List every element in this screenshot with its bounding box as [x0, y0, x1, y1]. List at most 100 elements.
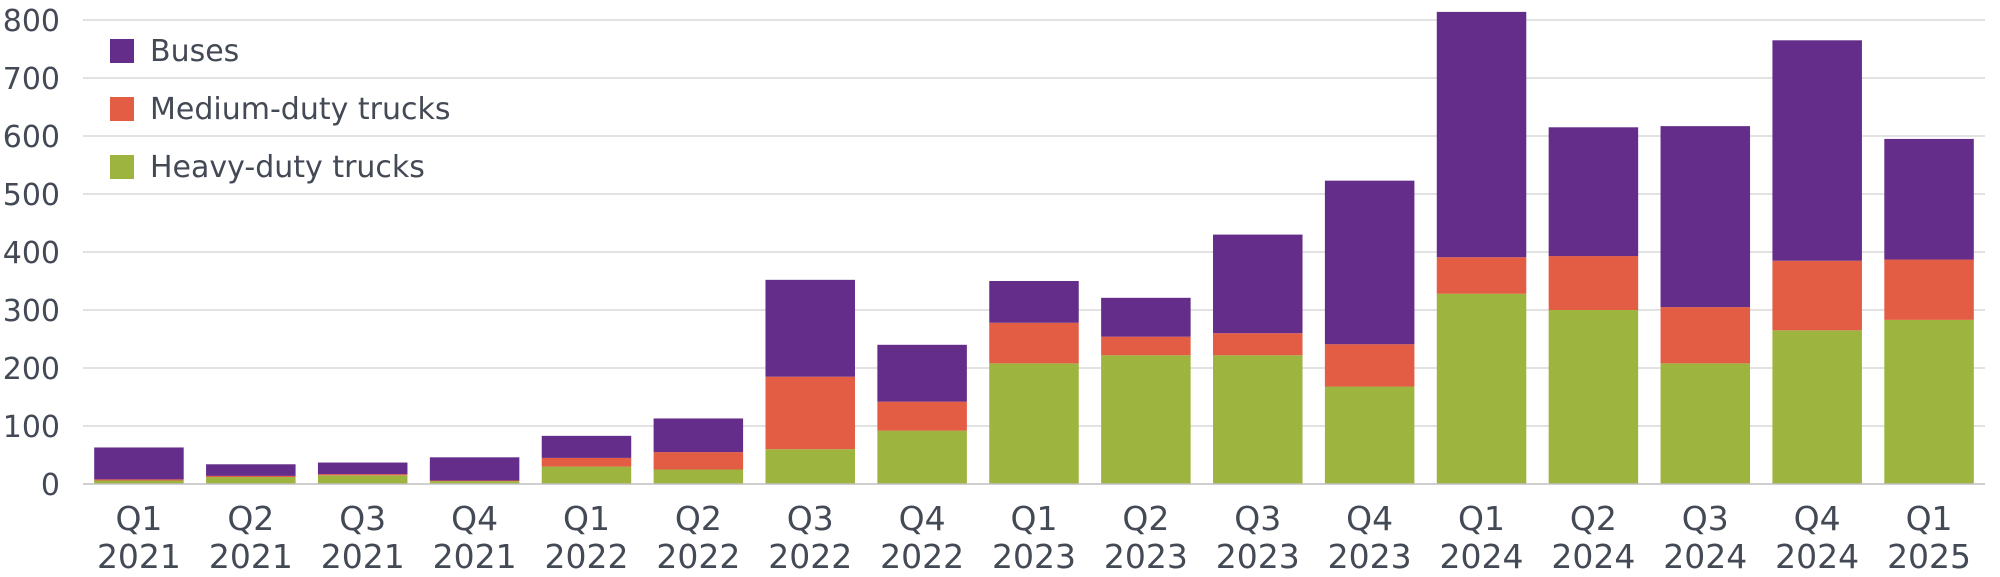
y-tick-label: 200 [3, 352, 60, 387]
bar-buses-6 [765, 279, 855, 377]
bar-heavy-duty-trucks-4 [541, 466, 632, 484]
legend-swatch-heavy-duty-trucks [110, 155, 134, 179]
x-tick-quarter: Q2 [675, 499, 722, 538]
bar-buses-9 [1101, 297, 1191, 337]
bar-buses-14 [1660, 126, 1751, 308]
x-tick-quarter: Q4 [1346, 499, 1393, 538]
legend-swatch-buses [110, 39, 134, 63]
x-tick-quarter: Q1 [115, 499, 162, 538]
bar-buses-4 [541, 435, 632, 458]
x-tick-year: 2025 [1887, 537, 1971, 576]
bar-heavy-duty-trucks-1 [206, 477, 296, 484]
y-tick-label: 700 [3, 62, 60, 97]
bar-medium-duty-trucks-0 [94, 479, 184, 481]
x-tick-year: 2023 [1104, 537, 1188, 576]
bar-buses-5 [653, 418, 744, 453]
bar-heavy-duty-trucks-8 [989, 363, 1079, 484]
x-tick-quarter: Q4 [1794, 499, 1841, 538]
y-axis-tick-labels: 0 100 200 300 400 500 600 700 800 [3, 4, 60, 503]
bar-medium-duty-trucks-12 [1436, 257, 1527, 294]
x-axis-tick-labels: Q12021Q22021Q32021Q42021Q12022Q22022Q320… [97, 499, 1971, 576]
bar-medium-duty-trucks-5 [653, 452, 744, 470]
bar-buses-16 [1884, 138, 1974, 260]
bars [94, 11, 1974, 484]
legend-label: Heavy-duty trucks [150, 150, 425, 185]
x-tick-year: 2021 [97, 537, 181, 576]
bar-heavy-duty-trucks-7 [877, 430, 967, 484]
bar-heavy-duty-trucks-11 [1324, 386, 1415, 484]
y-tick-label: 800 [3, 4, 60, 39]
y-tick-label: 400 [3, 236, 60, 271]
x-tick-quarter: Q4 [899, 499, 946, 538]
bar-medium-duty-trucks-13 [1548, 256, 1639, 310]
bar-buses-11 [1324, 180, 1415, 345]
bar-heavy-duty-trucks-12 [1436, 293, 1527, 484]
bar-medium-duty-trucks-7 [877, 401, 967, 431]
x-tick-quarter: Q4 [451, 499, 498, 538]
bar-heavy-duty-trucks-0 [94, 480, 184, 484]
bar-heavy-duty-trucks-15 [1772, 330, 1862, 484]
bar-heavy-duty-trucks-2 [317, 475, 408, 484]
bar-buses-7 [877, 344, 967, 402]
bar-medium-duty-trucks-16 [1884, 259, 1974, 320]
bar-medium-duty-trucks-14 [1660, 307, 1751, 364]
x-tick-year: 2023 [992, 537, 1076, 576]
bar-buses-8 [989, 281, 1079, 323]
x-tick-year: 2023 [1216, 537, 1300, 576]
x-tick-year: 2024 [1440, 537, 1524, 576]
bar-heavy-duty-trucks-16 [1884, 319, 1974, 484]
bar-medium-duty-trucks-3 [429, 480, 520, 482]
x-tick-quarter: Q1 [563, 499, 610, 538]
y-tick-label: 300 [3, 294, 60, 329]
bar-heavy-duty-trucks-13 [1548, 310, 1639, 484]
legend-label: Buses [150, 34, 239, 69]
bar-heavy-duty-trucks-9 [1101, 355, 1191, 484]
bar-medium-duty-trucks-2 [317, 474, 408, 476]
x-tick-year: 2022 [768, 537, 852, 576]
bar-buses-10 [1213, 234, 1303, 334]
x-tick-quarter: Q1 [1458, 499, 1505, 538]
bar-medium-duty-trucks-11 [1324, 344, 1415, 387]
x-tick-year: 2024 [1663, 537, 1747, 576]
y-tick-label: 500 [3, 178, 60, 213]
bar-heavy-duty-trucks-6 [765, 449, 855, 484]
y-tick-label: 600 [3, 120, 60, 155]
y-tick-label: 100 [3, 410, 60, 445]
bar-medium-duty-trucks-9 [1101, 336, 1191, 356]
x-tick-year: 2024 [1551, 537, 1635, 576]
x-tick-year: 2021 [209, 537, 293, 576]
x-tick-quarter: Q2 [1122, 499, 1169, 538]
bar-medium-duty-trucks-15 [1772, 260, 1862, 331]
x-tick-quarter: Q3 [339, 499, 386, 538]
legend-swatch-medium-duty-trucks [110, 97, 134, 121]
x-tick-quarter: Q3 [787, 499, 834, 538]
bar-heavy-duty-trucks-3 [429, 481, 520, 484]
legend-label: Medium-duty trucks [150, 92, 451, 127]
bar-medium-duty-trucks-1 [206, 475, 296, 478]
x-tick-year: 2024 [1775, 537, 1859, 576]
bar-medium-duty-trucks-10 [1213, 333, 1303, 356]
x-tick-quarter: Q1 [1011, 499, 1058, 538]
x-tick-year: 2021 [321, 537, 405, 576]
bar-medium-duty-trucks-8 [989, 322, 1079, 364]
bar-heavy-duty-trucks-14 [1660, 363, 1751, 484]
x-tick-year: 2022 [880, 537, 964, 576]
x-tick-year: 2022 [656, 537, 740, 576]
x-tick-year: 2021 [433, 537, 517, 576]
x-tick-quarter: Q1 [1906, 499, 1953, 538]
bar-heavy-duty-trucks-5 [653, 469, 744, 484]
y-tick-label: 0 [41, 468, 60, 503]
x-tick-year: 2022 [544, 537, 628, 576]
bar-buses-2 [317, 462, 408, 475]
x-tick-quarter: Q2 [1570, 499, 1617, 538]
legend: Buses Medium-duty trucks Heavy-duty trucks [110, 34, 451, 185]
bar-buses-3 [429, 457, 520, 481]
bar-buses-15 [1772, 40, 1862, 261]
bar-buses-0 [94, 447, 184, 480]
bar-medium-duty-trucks-6 [765, 376, 855, 450]
x-tick-quarter: Q3 [1234, 499, 1281, 538]
bar-medium-duty-trucks-4 [541, 457, 632, 467]
bar-heavy-duty-trucks-10 [1213, 355, 1303, 484]
bar-buses-12 [1436, 11, 1527, 258]
